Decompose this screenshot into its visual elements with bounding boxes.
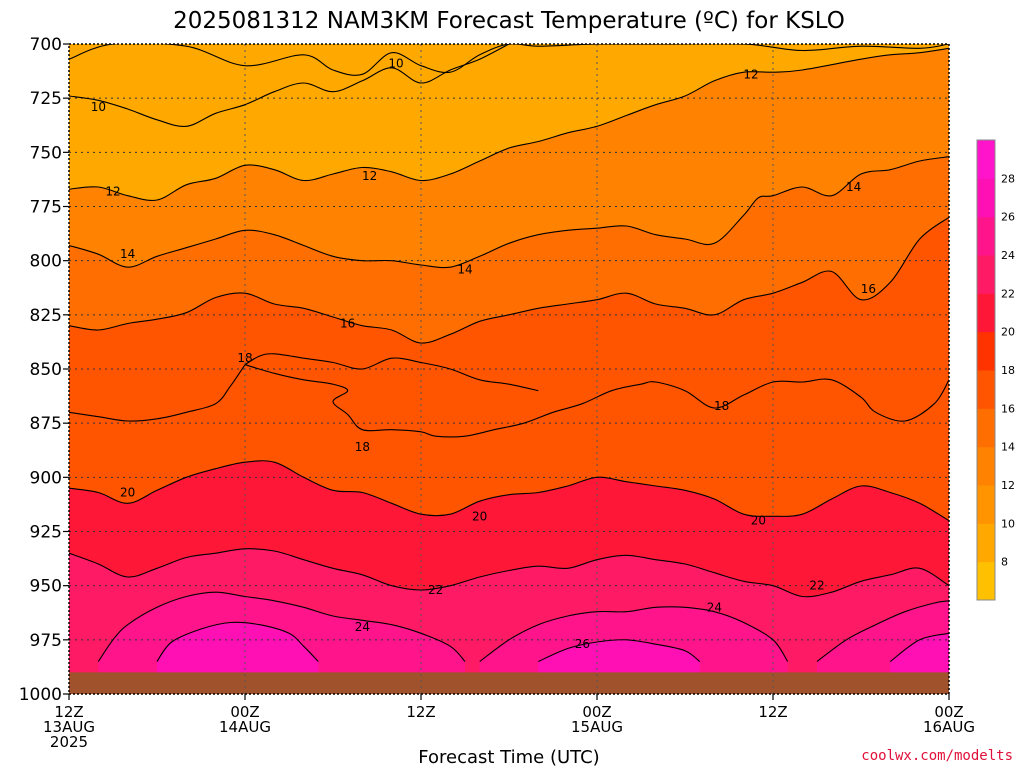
contour-line: [69, 364, 246, 422]
contour-label: 10: [388, 57, 403, 71]
colorbar-label: 22: [1001, 287, 1015, 300]
contour-line: [244, 364, 949, 438]
contour-line: [538, 639, 701, 663]
colorbar-swatch: [977, 485, 995, 524]
contour-label: 14: [120, 247, 135, 261]
contour-label: 20: [751, 514, 766, 528]
contour-line: [69, 460, 949, 522]
colorbar-swatch: [977, 561, 995, 601]
x-tick-label: 00Z: [230, 703, 259, 721]
contour-label: 22: [428, 583, 443, 597]
x-tick-label: 00Z: [934, 703, 963, 721]
colorbar-label: 20: [1001, 326, 1015, 339]
contour-line: [479, 606, 789, 662]
contour-label: 14: [846, 180, 861, 194]
contour-line: [156, 621, 319, 662]
plot-area: 10 10 12 12 12 14 14 14 16 16 18 18 18 20 20 20 22 22 24 24…: [69, 44, 949, 694]
contour-line: [69, 216, 949, 344]
contour-label: 12: [362, 169, 377, 183]
colorbar-swatch: [977, 331, 995, 371]
colorbar-label: 8: [1001, 556, 1008, 569]
contour-lines: [69, 44, 949, 663]
colorbar-swatch: [977, 178, 995, 218]
colorbar-swatch: [977, 140, 995, 179]
y-tick-label: 825: [30, 306, 62, 326]
contour-line: [69, 47, 949, 201]
colorbar-label: 26: [1001, 211, 1015, 224]
y-tick-label: 975: [30, 631, 62, 651]
contour-label: 20: [472, 509, 487, 523]
contour-label: 16: [861, 282, 876, 296]
terrain-band: [69, 672, 949, 694]
y-tick-label: 700: [30, 35, 62, 55]
credit-text: coolwx.com/modelts: [861, 748, 1013, 764]
y-tick-label: 750: [30, 143, 62, 163]
contour-line: [889, 632, 949, 662]
colorbar-swatch: [977, 370, 995, 409]
x-tick-label: 2025: [50, 733, 88, 751]
x-tick-label: 15AUG: [571, 718, 623, 736]
contour-label: 12: [743, 67, 758, 81]
colorbar-label: 18: [1001, 364, 1015, 377]
contour-line: [69, 44, 510, 128]
contour-label: 18: [237, 351, 252, 365]
y-tick-label: 1000: [19, 685, 62, 705]
grid-lines: [69, 44, 949, 694]
colorbar-frame: [976, 139, 996, 601]
plot-frame: [68, 43, 950, 695]
y-tick-label: 800: [30, 252, 62, 272]
chart-title: 2025081312 NAM3KM Forecast Temperature (…: [173, 8, 845, 34]
contour-label: 14: [457, 262, 472, 276]
x-tick-label: 16AUG: [923, 718, 975, 736]
colorbar-swatch: [977, 293, 995, 333]
colorbar-label: 16: [1001, 402, 1015, 415]
y-tick-label: 950: [30, 577, 62, 597]
y-tick-label: 775: [30, 198, 62, 218]
contour-label: 18: [714, 399, 729, 413]
x-tick-label: 14AUG: [219, 718, 271, 736]
colorbar-label: 10: [1001, 517, 1015, 530]
contour-line: [69, 156, 949, 269]
y-axis-ticks: 700 725 750 775 800 825 850 875 900 925 950 975 1000: [19, 35, 69, 705]
contour-label: 18: [355, 440, 370, 454]
x-tick-label: 13AUG: [43, 718, 95, 736]
contour-label: 12: [105, 184, 120, 198]
y-tick-label: 925: [30, 523, 62, 543]
colorbar-swatch: [977, 255, 995, 294]
colorbar-label: 14: [1001, 441, 1015, 454]
contour-label: 22: [809, 579, 824, 593]
contour-label: 24: [707, 600, 722, 614]
colorbar-swatch: [977, 408, 995, 448]
colorbar-label: 12: [1001, 479, 1015, 492]
y-tick-label: 850: [30, 360, 62, 380]
contour-line: [69, 548, 949, 598]
temperature-fill-bands: [69, 44, 949, 694]
contour-label: 26: [575, 637, 590, 651]
x-tick-label: 12Z: [406, 703, 435, 721]
colorbar: 8 10 12 14 16 18 20 22 24 26 28: [976, 139, 1015, 601]
y-tick-label: 875: [30, 414, 62, 434]
colorbar-swatch: [977, 216, 995, 256]
x-tick-label: 12Z: [54, 703, 83, 721]
colorbar-label: 28: [1001, 172, 1015, 185]
contour-label: 20: [120, 486, 135, 500]
colorbar-label: 24: [1001, 249, 1015, 262]
contour-label: 24: [355, 620, 370, 634]
colorbar-swatch: [977, 446, 995, 486]
contour-label: 16: [340, 317, 355, 331]
contour-line: [97, 591, 466, 662]
colorbar-swatch: [977, 523, 995, 563]
contour-line: [816, 600, 949, 662]
y-tick-label: 725: [30, 89, 62, 109]
contour-labels: 10 10 12 12 12 14 14 14 16 16 18 18 18 20 20 20 22 22 24 24…: [91, 57, 876, 652]
x-axis-label: Forecast Time (UTC): [418, 747, 599, 768]
y-tick-label: 900: [30, 468, 62, 488]
contour-label: 10: [91, 100, 106, 114]
contour-line: [244, 353, 539, 392]
ground-band: [69, 672, 949, 694]
x-tick-label: 12Z: [758, 703, 787, 721]
x-tick-label: 00Z: [582, 703, 611, 721]
